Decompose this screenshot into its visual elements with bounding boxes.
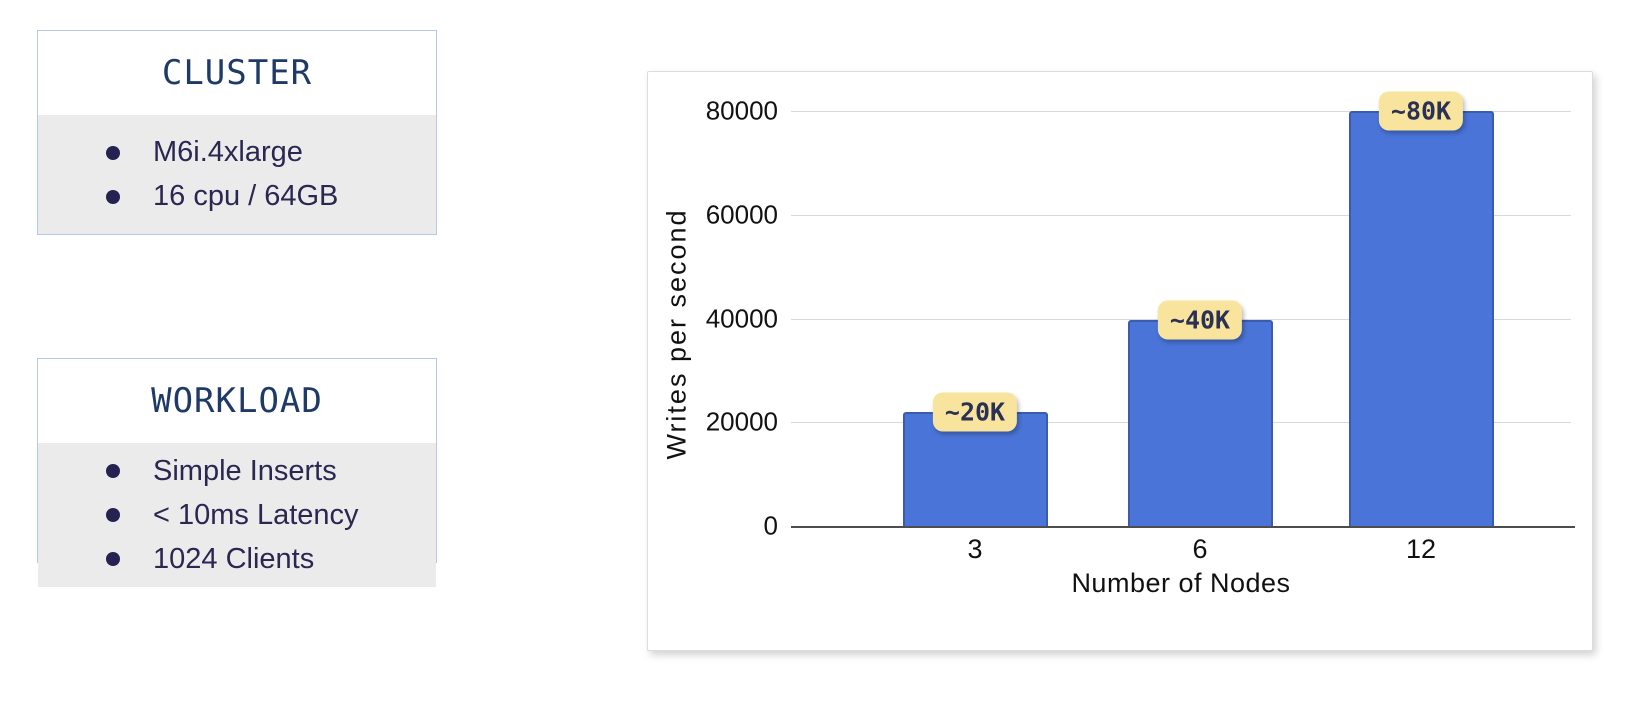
gridline bbox=[791, 214, 1571, 216]
cluster-bullet-list: M6i.4xlarge 16 cpu / 64GB bbox=[38, 115, 436, 234]
cluster-box-header: CLUSTER bbox=[38, 31, 436, 115]
list-item-label: 1024 Clients bbox=[153, 542, 315, 575]
list-item: M6i.4xlarge bbox=[38, 131, 436, 175]
bullet-icon bbox=[106, 508, 120, 522]
bullet-icon bbox=[106, 145, 120, 160]
bullet-icon bbox=[106, 464, 120, 478]
workload-box-title: WORKLOAD bbox=[151, 381, 323, 421]
list-item-label: M6i.4xlarge bbox=[153, 136, 303, 168]
y-tick-label: 0 bbox=[763, 510, 778, 541]
y-tick-label: 60000 bbox=[705, 199, 778, 230]
list-item-label: 16 cpu / 64GB bbox=[153, 180, 339, 212]
y-tick-label: 20000 bbox=[705, 406, 778, 437]
y-tick-label: 80000 bbox=[705, 95, 778, 126]
cluster-box-title: CLUSTER bbox=[161, 53, 313, 93]
cluster-box: CLUSTER M6i.4xlarge 16 cpu / 64GB bbox=[37, 30, 437, 235]
list-item: 1024 Clients bbox=[38, 537, 436, 581]
list-item-label: Simple Inserts bbox=[153, 454, 337, 487]
x-tick-label: 3 bbox=[967, 534, 983, 564]
bullet-icon bbox=[106, 189, 120, 204]
bullet-icon bbox=[106, 552, 120, 566]
bar-value-badge: ~20K bbox=[932, 392, 1018, 432]
x-axis-title: Number of Nodes bbox=[1071, 568, 1291, 598]
list-item: 16 cpu / 64GB bbox=[38, 175, 436, 219]
bar-chart: Writes per second Number of Nodes 0 20000… bbox=[647, 71, 1593, 651]
gridline bbox=[791, 111, 1571, 112]
x-tick-label: 12 bbox=[1405, 534, 1437, 564]
workload-bullet-list: Simple Inserts < 10ms Latency 1024 Clients bbox=[38, 443, 436, 587]
list-item-label: < 10ms Latency bbox=[153, 498, 359, 531]
bar-value-badge: ~80K bbox=[1378, 91, 1464, 131]
y-tick-label: 40000 bbox=[705, 303, 778, 333]
bar-12-nodes bbox=[1348, 111, 1494, 526]
list-item: Simple Inserts bbox=[38, 449, 436, 493]
x-tick-label: 6 bbox=[1192, 534, 1208, 564]
workload-box-header: WORKLOAD bbox=[38, 359, 436, 443]
bar-value-badge: ~40K bbox=[1157, 300, 1243, 340]
bar-6-nodes bbox=[1127, 320, 1273, 526]
list-item: < 10ms Latency bbox=[38, 493, 436, 537]
workload-box: WORKLOAD Simple Inserts < 10ms Latency 102… bbox=[37, 358, 437, 587]
x-axis-line bbox=[791, 526, 1575, 528]
